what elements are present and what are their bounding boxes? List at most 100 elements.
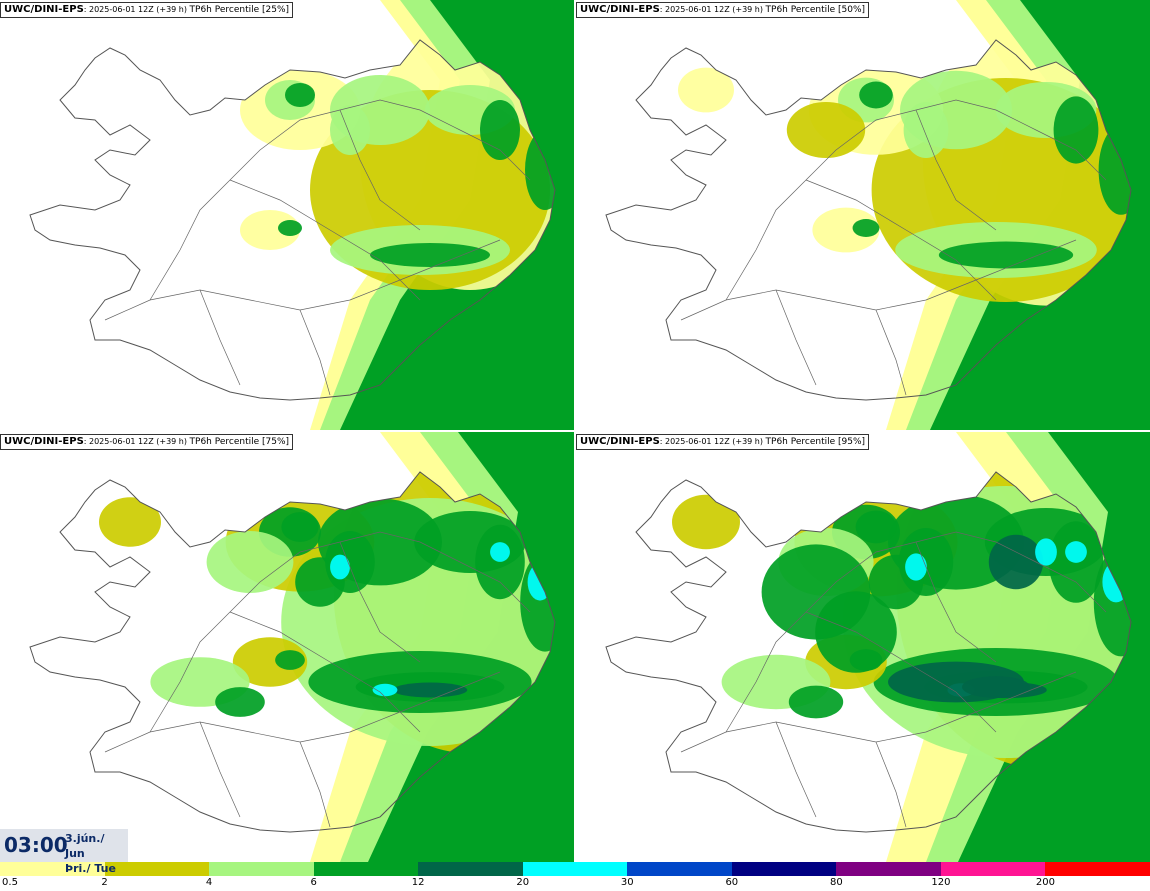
road-line xyxy=(915,541,997,663)
color-legend-bar xyxy=(0,862,1150,876)
road-line xyxy=(775,721,817,818)
precip-map-svg xyxy=(605,0,1150,430)
precip-field xyxy=(859,81,893,109)
legend-swatch xyxy=(940,862,1046,876)
precip-field xyxy=(490,542,510,562)
precip-field xyxy=(1053,96,1099,164)
valid-date-line: 3.jún./ Jun xyxy=(65,832,105,860)
precip-field xyxy=(672,494,740,550)
valid-day-line: Þri./ Tue xyxy=(65,862,116,875)
iceland-coastline xyxy=(29,39,556,401)
panel-title: UWC/DINI-EPS: 2025-06-01 12Z (+39 h) TP6… xyxy=(576,434,870,450)
legend-swatch xyxy=(627,862,732,876)
precip-field xyxy=(330,105,370,155)
panel-field: TP6h Percentile [25%] xyxy=(189,5,290,15)
precip-field xyxy=(962,676,1030,698)
road-line xyxy=(229,179,421,301)
sea-precip-band xyxy=(958,432,1150,862)
panel-field: TP6h Percentile [75%] xyxy=(189,437,290,447)
legend-swatch xyxy=(418,862,523,876)
legend-tick-label: 80 xyxy=(829,877,843,888)
valid-time: 03:00 xyxy=(4,833,68,857)
legend-swatch xyxy=(522,862,628,876)
road-line xyxy=(725,531,1107,733)
panel-source: UWC/DINI-EPS xyxy=(580,4,660,15)
panel-run-meta: : 2025-06-01 12Z (+39 h) xyxy=(83,437,190,446)
precip-field xyxy=(525,130,555,210)
precip-field xyxy=(215,687,265,717)
legend-swatch xyxy=(731,862,837,876)
panel-source: UWC/DINI-EPS xyxy=(580,436,660,447)
precip-field xyxy=(788,685,844,719)
precip-field xyxy=(1065,541,1087,563)
map-panel-p95: UWC/DINI-EPS: 2025-06-01 12Z (+39 h) TP6… xyxy=(576,432,1150,862)
road-line xyxy=(915,109,997,231)
map-panel-p25: UWC/DINI-EPS: 2025-06-01 12Z (+39 h) TP6… xyxy=(0,0,574,430)
precip-field xyxy=(905,553,927,581)
precip-field xyxy=(330,554,350,580)
road-line xyxy=(229,611,421,733)
color-legend-ticks: 0.5 2 4 6 12 20 30 60 80 120 200 xyxy=(0,877,1150,891)
legend-tick-label: 6 xyxy=(310,877,317,888)
panel-source: UWC/DINI-EPS xyxy=(4,436,84,447)
precip-field xyxy=(370,243,490,267)
legend-tick-label: 30 xyxy=(620,877,634,888)
precip-field xyxy=(206,531,294,593)
precip-field xyxy=(99,497,161,547)
road-line xyxy=(775,289,817,386)
legend-tick-label: 200 xyxy=(1035,877,1055,888)
legend-tick-label: 2 xyxy=(101,877,108,888)
road-line xyxy=(149,531,531,733)
precip-field xyxy=(903,102,949,158)
iceland-coastline xyxy=(605,39,1132,401)
panel-source: UWC/DINI-EPS xyxy=(4,4,84,15)
legend-tick-label: 20 xyxy=(516,877,530,888)
road-line xyxy=(199,721,241,818)
precip-field xyxy=(475,524,525,600)
precip-field xyxy=(232,637,308,687)
legend-swatch xyxy=(836,862,941,876)
precip-field xyxy=(938,241,1074,269)
iceland-coastline xyxy=(605,471,1132,833)
panel-run-meta: : 2025-06-01 12Z (+39 h) xyxy=(659,437,766,446)
precip-field xyxy=(281,512,319,542)
road-line xyxy=(875,741,907,828)
map-panel-p75: UWC/DINI-EPS: 2025-06-01 12Z (+39 h) TP6… xyxy=(0,432,574,862)
legend-swatch xyxy=(313,862,419,876)
legend-tick-label: 60 xyxy=(725,877,739,888)
precip-map-svg xyxy=(605,432,1150,862)
legend-swatch xyxy=(0,862,105,876)
road-line xyxy=(299,309,331,396)
panel-title: UWC/DINI-EPS: 2025-06-01 12Z (+39 h) TP6… xyxy=(576,2,870,18)
legend-swatch xyxy=(209,862,314,876)
precip-field xyxy=(275,650,305,670)
precip-field xyxy=(1098,125,1131,215)
iceland-coastline xyxy=(29,471,556,833)
legend-tick-label: 4 xyxy=(205,877,213,888)
precip-field xyxy=(1035,538,1057,566)
legend-swatch xyxy=(104,862,210,876)
road-line xyxy=(875,309,907,396)
precip-field xyxy=(786,102,866,158)
panel-field: TP6h Percentile [95%] xyxy=(765,437,866,447)
panel-title: UWC/DINI-EPS: 2025-06-01 12Z (+39 h) TP6… xyxy=(0,434,294,450)
road-line xyxy=(725,99,1107,301)
road-line xyxy=(805,611,997,733)
road-line xyxy=(339,109,421,231)
precip-field xyxy=(678,67,734,113)
precip-field xyxy=(392,682,468,698)
precip-field xyxy=(372,683,398,697)
precip-field xyxy=(812,207,880,253)
legend-tick-label: 0.5 xyxy=(2,877,18,888)
precip-map-svg xyxy=(29,0,574,430)
road-line xyxy=(299,741,331,828)
precip-field xyxy=(240,210,300,250)
precip-field xyxy=(278,220,302,236)
precip-field xyxy=(285,83,315,107)
legend-swatch xyxy=(1045,862,1150,876)
legend-tick-label: 120 xyxy=(931,877,951,888)
map-panel-p50: UWC/DINI-EPS: 2025-06-01 12Z (+39 h) TP6… xyxy=(576,0,1150,430)
precip-map-svg xyxy=(29,432,574,862)
road-line xyxy=(149,99,531,301)
precip-field xyxy=(988,534,1044,590)
